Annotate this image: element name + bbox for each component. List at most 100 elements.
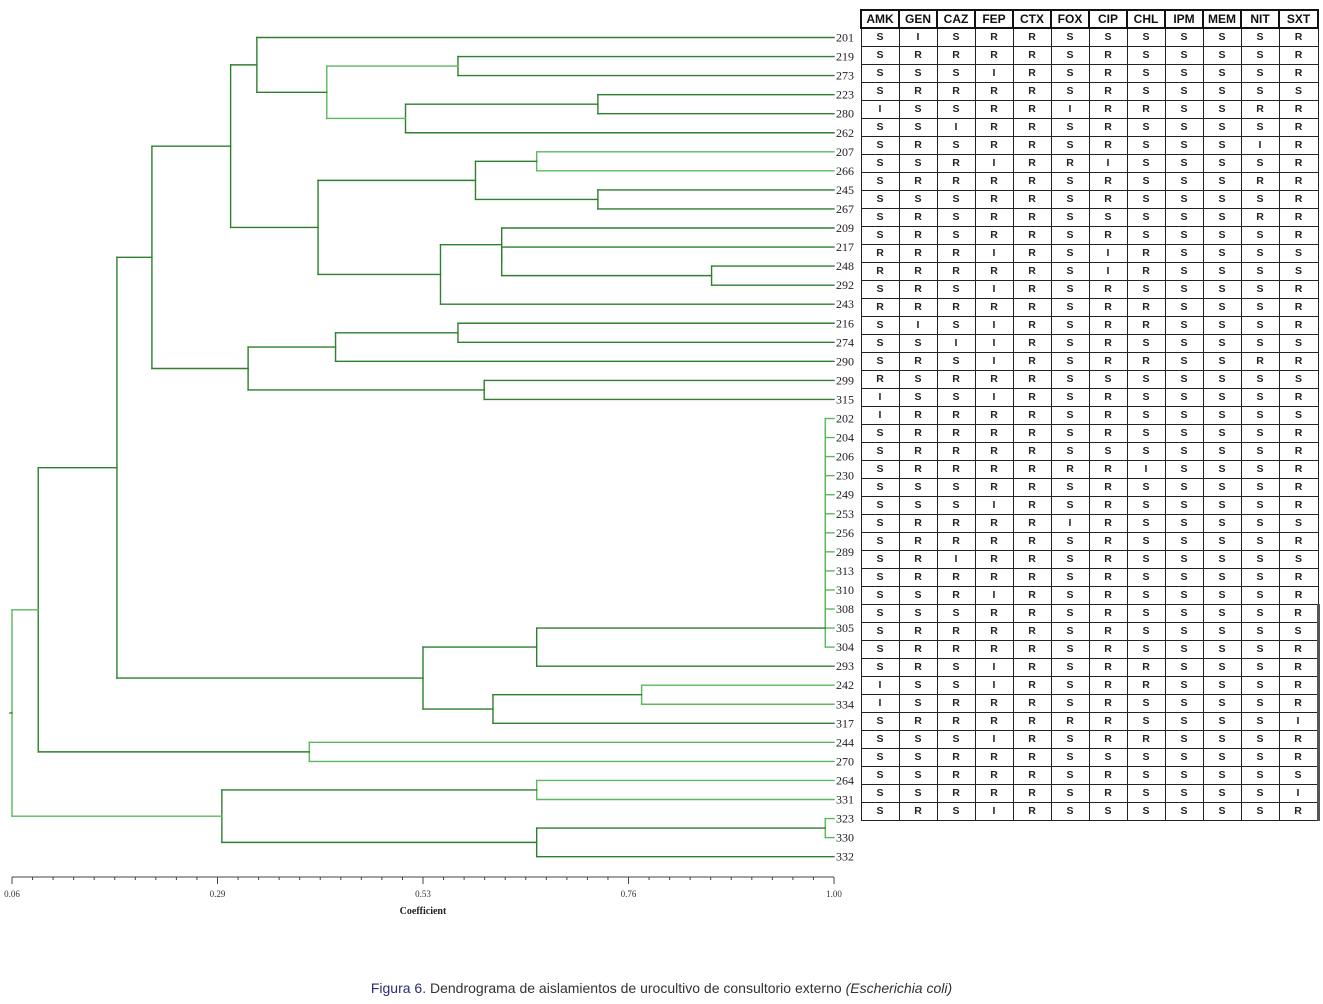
isolate-label-334: 334 [836, 697, 854, 711]
result-cell: R [936, 262, 976, 281]
result-cell: S [1240, 442, 1280, 461]
result-cell: S [1164, 388, 1204, 407]
result-cell: S [898, 586, 938, 605]
result-cell: S [1126, 208, 1166, 227]
result-cell: R [1012, 172, 1052, 191]
result-cell: S [936, 316, 976, 335]
result-cell: R [1240, 172, 1280, 191]
result-cell: R [1012, 802, 1052, 821]
result-cell: R [1126, 352, 1166, 371]
result-cell: R [1088, 478, 1128, 497]
column-header-amk: AMK [860, 9, 900, 29]
result-cell: S [860, 568, 900, 587]
result-cell: S [1240, 28, 1280, 47]
result-cell: S [860, 46, 900, 65]
result-cell: S [1202, 388, 1242, 407]
result-cell: S [1240, 802, 1280, 821]
result-cell: R [898, 82, 938, 101]
result-cell: R [898, 550, 938, 569]
result-cell: R [1278, 496, 1319, 515]
result-cell: R [1012, 208, 1052, 227]
result-cell: S [1202, 568, 1242, 587]
result-cell: S [936, 802, 976, 821]
result-cell: R [936, 622, 976, 641]
result-cell: R [1278, 658, 1320, 677]
result-cell: R [1012, 730, 1052, 749]
tick-label: 0.06 [4, 889, 20, 899]
result-cell: S [1126, 406, 1166, 425]
result-cell: R [936, 766, 976, 785]
result-cell: R [1088, 316, 1128, 335]
isolate-label-253: 253 [836, 507, 854, 521]
result-cell: S [1202, 514, 1242, 533]
result-cell: R [1012, 280, 1052, 299]
result-cell: I [974, 64, 1014, 83]
result-cell: S [1126, 478, 1166, 497]
result-cell: S [1164, 730, 1204, 749]
result-cell: I [1088, 154, 1128, 173]
result-cell: R [1088, 586, 1128, 605]
result-cell: R [1012, 64, 1052, 83]
result-cell: I [1278, 712, 1320, 731]
result-cell: R [898, 802, 938, 821]
result-cell: R [1240, 208, 1280, 227]
result-cell: S [1050, 478, 1090, 497]
result-cell: S [1126, 424, 1166, 443]
result-cell: R [974, 28, 1014, 47]
result-cell: S [1050, 136, 1090, 155]
result-cell: S [1240, 532, 1280, 551]
result-cell: R [860, 298, 900, 317]
result-cell: R [1278, 118, 1319, 137]
result-cell: R [936, 514, 976, 533]
result-cell: S [898, 604, 938, 623]
result-cell: I [898, 316, 938, 335]
result-cell: S [898, 154, 938, 173]
result-cell: R [974, 226, 1014, 245]
result-cell: R [1278, 442, 1319, 461]
result-cell: S [1202, 334, 1242, 353]
result-cell: S [1126, 280, 1166, 299]
result-cell: R [1012, 352, 1052, 371]
result-cell: S [1050, 748, 1090, 767]
result-cell: I [1278, 784, 1320, 803]
result-cell: R [1126, 100, 1166, 119]
result-cell: S [1164, 622, 1204, 641]
result-cell: R [936, 748, 976, 767]
result-cell: S [1278, 244, 1319, 263]
result-cell: R [1278, 424, 1319, 443]
result-cell: S [898, 676, 938, 695]
result-cell: S [1050, 82, 1090, 101]
isolate-label-209: 209 [836, 221, 854, 235]
isolate-label-313: 313 [836, 564, 854, 578]
result-cell: S [1202, 658, 1242, 677]
result-cell: I [974, 352, 1014, 371]
result-cell: R [1088, 496, 1128, 515]
result-cell: S [1050, 352, 1090, 371]
result-cell: S [898, 748, 938, 767]
result-cell: S [860, 352, 900, 371]
isolate-label-204: 204 [836, 431, 854, 445]
result-cell: R [898, 352, 938, 371]
result-cell: R [936, 82, 976, 101]
result-cell: S [1050, 802, 1090, 821]
result-cell: R [1012, 100, 1052, 119]
result-cell: R [1012, 46, 1052, 65]
isolate-label-304: 304 [836, 640, 854, 654]
isolate-label-230: 230 [836, 469, 854, 483]
result-cell: I [1126, 460, 1166, 479]
result-cell: R [1088, 784, 1128, 803]
result-cell: R [898, 442, 938, 461]
result-cell: S [1126, 784, 1166, 803]
result-cell: R [1278, 28, 1319, 47]
result-cell: S [1164, 694, 1204, 713]
result-cell: S [860, 514, 900, 533]
result-cell: S [860, 28, 900, 47]
result-cell: S [1164, 352, 1204, 371]
result-cell: R [974, 604, 1014, 623]
result-cell: R [1278, 568, 1319, 587]
result-cell: R [1240, 100, 1280, 119]
